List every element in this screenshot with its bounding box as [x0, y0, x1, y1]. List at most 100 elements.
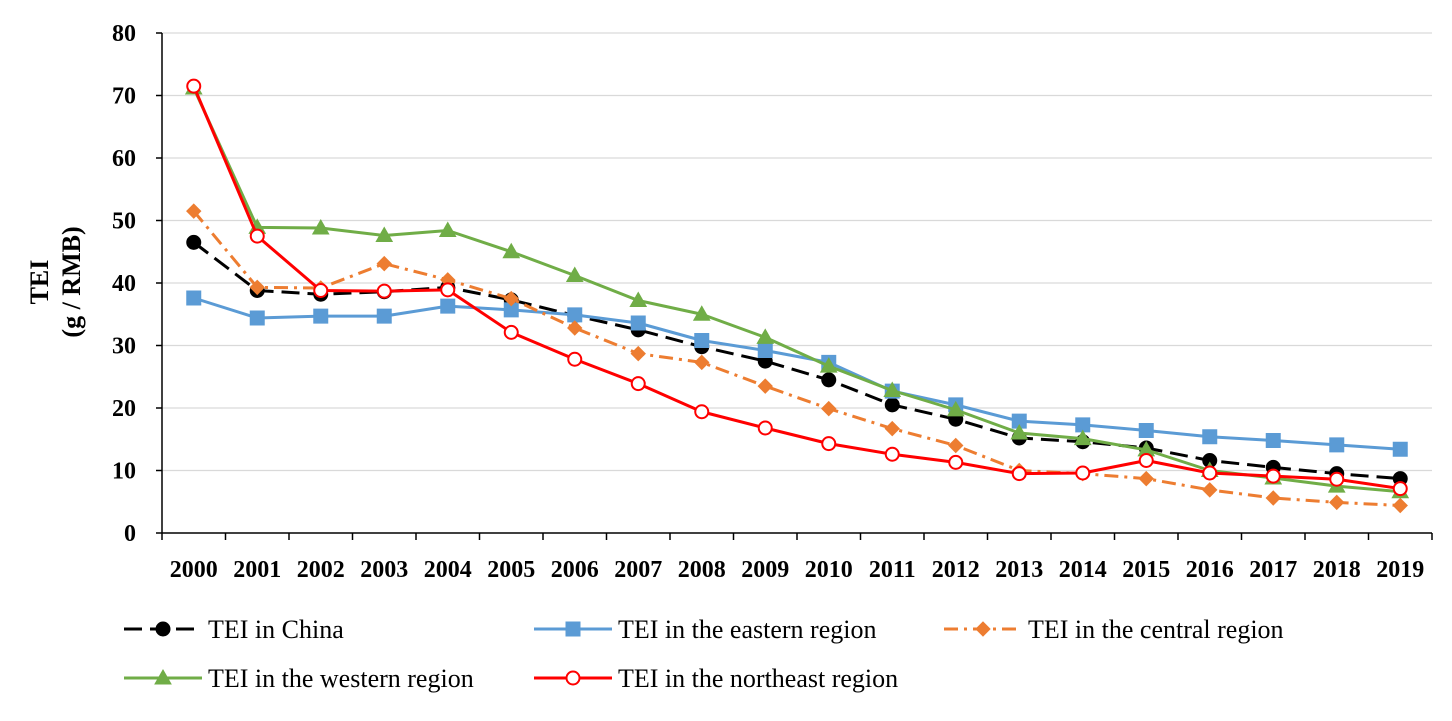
x-tick-label: 2010 — [805, 557, 853, 583]
data-point-tei-in-the-central-region — [757, 378, 773, 394]
gridlines — [162, 32, 1432, 472]
data-point-tei-in-the-eastern-region — [757, 343, 773, 358]
x-tick-label: 2006 — [551, 557, 599, 583]
data-point-tei-in-the-central-region — [503, 290, 519, 307]
data-point-tei-in-the-western-region — [502, 242, 521, 259]
series-line-tei-in-the-eastern-region — [193, 296, 1401, 451]
series-lines — [184, 78, 1410, 514]
x-tick-label: 2001 — [233, 557, 281, 583]
data-point-tei-in-the-northeast-region — [503, 324, 519, 340]
series-tei-in-the-northeast-region — [186, 78, 1408, 497]
data-point-tei-in-the-northeast-region — [821, 436, 837, 452]
x-tick-label: 2009 — [741, 557, 789, 583]
x-tick-label: 2019 — [1376, 557, 1424, 583]
x-tick-label: 2018 — [1313, 557, 1361, 583]
data-point-tei-in-the-eastern-region — [694, 333, 710, 348]
data-point-tei-in-the-central-region — [948, 437, 964, 454]
data-point-tei-in-the-central-region — [821, 400, 837, 417]
data-point-tei-in-the-western-region — [438, 221, 457, 237]
legend: TEI in China TEI in the eastern region TEI… — [124, 615, 1284, 693]
y-tick-label: 50 — [112, 209, 136, 235]
y-axis-title: TEI — [25, 260, 54, 305]
data-point-tei-in-the-central-region — [567, 320, 583, 336]
data-point-tei-in-the-northeast-region — [1011, 466, 1027, 482]
y-axis-label: TEI (g / RMB) — [25, 226, 86, 337]
data-point-tei-in-the-eastern-region — [313, 308, 329, 324]
data-point-tei-in-the-eastern-region — [440, 298, 456, 314]
x-tick-label: 2013 — [995, 557, 1043, 583]
data-point-tei-in-the-western-region — [565, 266, 584, 282]
y-axis-unit: (g / RMB) — [57, 226, 86, 337]
data-point-tei-in-the-eastern-region — [186, 290, 202, 306]
data-point-tei-in-the-western-region — [883, 381, 902, 397]
data-point-tei-in-china — [884, 397, 900, 413]
x-tick-label: 2016 — [1186, 557, 1234, 583]
data-point-tei-in-the-northeast-region — [1075, 465, 1091, 481]
data-point-tei-in-the-northeast-region — [186, 78, 202, 94]
data-point-tei-in-the-central-region — [1265, 490, 1281, 506]
data-point-tei-in-the-eastern-region — [1138, 423, 1154, 438]
series-line-tei-in-china — [192, 241, 1401, 481]
data-point-tei-in-china — [821, 372, 837, 388]
series-line-tei-in-the-central-region — [192, 210, 1401, 507]
legend-label-tei-in-china: TEI in China — [208, 615, 344, 644]
data-point-tei-in-the-eastern-region — [630, 315, 646, 331]
data-point-tei-in-the-northeast-region — [757, 420, 773, 436]
data-point-tei-in-the-northeast-region — [376, 283, 392, 299]
data-point-tei-in-the-northeast-region — [1202, 465, 1218, 481]
data-point-tei-in-the-central-region — [376, 255, 392, 272]
x-tick-label: 2014 — [1059, 557, 1107, 583]
data-point-tei-in-the-western-region — [756, 328, 775, 344]
data-point-tei-in-the-central-region — [1329, 494, 1345, 511]
legend-item-tei-in-the-central-region: TEI in the central region — [944, 615, 1284, 644]
x-tick-label: 2002 — [297, 557, 345, 583]
y-tick-label: 10 — [112, 459, 136, 485]
x-tick-label: 2004 — [424, 557, 472, 583]
data-point-tei-in-the-northeast-region — [1138, 453, 1154, 468]
data-point-tei-in-the-western-region — [819, 357, 838, 373]
data-point-tei-in-the-eastern-region — [1329, 437, 1345, 453]
data-point-tei-in-the-western-region — [946, 400, 965, 417]
series-tei-in-china — [186, 234, 1408, 487]
data-point-tei-in-the-northeast-region — [440, 282, 456, 298]
data-point-tei-in-the-eastern-region — [1265, 433, 1281, 448]
data-point-tei-in-the-northeast-region — [1329, 471, 1345, 487]
data-point-tei-in-the-eastern-region — [376, 308, 392, 324]
x-tick-label: 2011 — [869, 557, 916, 583]
y-tick-label: 30 — [112, 334, 136, 360]
legend-item-tei-in-the-eastern-region: TEI in the eastern region — [534, 615, 876, 644]
y-tick-label: 20 — [112, 396, 136, 422]
x-tick-labels: 2000 2001 2002 2003 2004 2005 2006 2007 2008 2009… — [170, 557, 1425, 583]
data-point-tei-in-the-northeast-region — [567, 351, 583, 367]
x-tick-label: 2003 — [360, 557, 408, 583]
legend-item-tei-in-the-western-region: TEI in the western region — [124, 664, 474, 693]
data-point-tei-in-the-western-region — [1073, 429, 1092, 446]
legend-marker-tei-in-the-northeast-region — [565, 670, 581, 686]
data-point-tei-in-the-northeast-region — [694, 404, 710, 420]
y-tick-label: 40 — [112, 271, 136, 297]
series-line-tei-in-the-northeast-region — [192, 85, 1401, 491]
x-tick-label: 2017 — [1249, 557, 1297, 583]
data-point-tei-in-the-western-region — [629, 291, 648, 307]
x-tick-label: 2008 — [678, 557, 726, 583]
x-tick-label: 2000 — [170, 557, 218, 583]
data-point-tei-in-the-northeast-region — [249, 228, 265, 244]
data-point-tei-in-the-central-region — [249, 279, 265, 296]
x-tick-label: 2007 — [614, 557, 662, 583]
legend-marker-tei-in-the-central-region — [975, 621, 991, 637]
legend-item-tei-in-the-northeast-region: TEI in the northeast region — [534, 664, 898, 693]
data-point-tei-in-the-central-region — [1202, 482, 1218, 498]
legend-marker-tei-in-the-eastern-region — [565, 621, 581, 637]
series-tei-in-the-central-region — [186, 203, 1408, 514]
legend-label-tei-in-the-central-region: TEI in the central region — [1028, 615, 1284, 644]
data-point-tei-in-the-northeast-region — [1265, 468, 1281, 484]
data-point-tei-in-the-central-region — [1392, 497, 1408, 514]
data-point-tei-in-the-western-region — [692, 305, 711, 321]
x-tick-label: 2005 — [487, 557, 535, 583]
data-point-tei-in-the-northeast-region — [630, 376, 646, 392]
legend-marker-tei-in-china — [155, 621, 171, 637]
y-tick-label: 60 — [112, 146, 136, 172]
data-point-tei-in-the-central-region — [630, 345, 646, 362]
x-tick-label: 2012 — [932, 557, 980, 583]
